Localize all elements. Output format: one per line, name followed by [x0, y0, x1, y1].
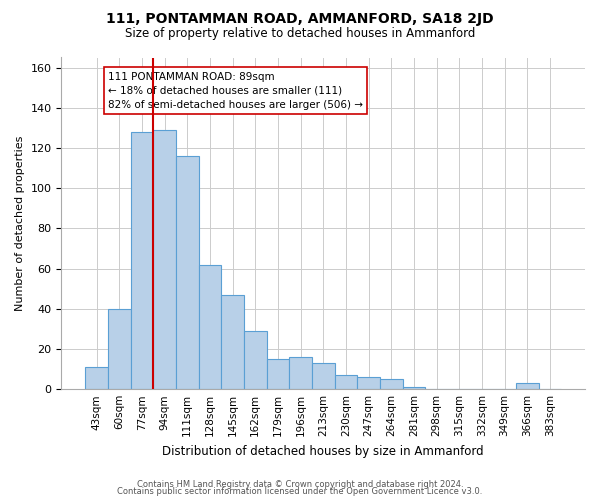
Bar	[153, 130, 176, 389]
Bar	[516, 383, 539, 389]
Bar	[108, 309, 131, 389]
Bar	[289, 357, 312, 389]
Bar	[266, 359, 289, 389]
X-axis label: Distribution of detached houses by size in Ammanford: Distribution of detached houses by size …	[163, 444, 484, 458]
Y-axis label: Number of detached properties: Number of detached properties	[15, 136, 25, 311]
Text: Size of property relative to detached houses in Ammanford: Size of property relative to detached ho…	[125, 28, 475, 40]
Bar	[131, 132, 153, 389]
Bar	[221, 294, 244, 389]
Bar	[176, 156, 199, 389]
Bar	[199, 264, 221, 389]
Text: 111, PONTAMMAN ROAD, AMMANFORD, SA18 2JD: 111, PONTAMMAN ROAD, AMMANFORD, SA18 2JD	[106, 12, 494, 26]
Bar	[85, 367, 108, 389]
Bar	[335, 375, 357, 389]
Text: Contains HM Land Registry data © Crown copyright and database right 2024.: Contains HM Land Registry data © Crown c…	[137, 480, 463, 489]
Bar	[380, 379, 403, 389]
Bar	[312, 363, 335, 389]
Text: 111 PONTAMMAN ROAD: 89sqm
← 18% of detached houses are smaller (111)
82% of semi: 111 PONTAMMAN ROAD: 89sqm ← 18% of detac…	[108, 72, 363, 110]
Bar	[357, 377, 380, 389]
Bar	[403, 387, 425, 389]
Text: Contains public sector information licensed under the Open Government Licence v3: Contains public sector information licen…	[118, 487, 482, 496]
Bar	[244, 331, 266, 389]
